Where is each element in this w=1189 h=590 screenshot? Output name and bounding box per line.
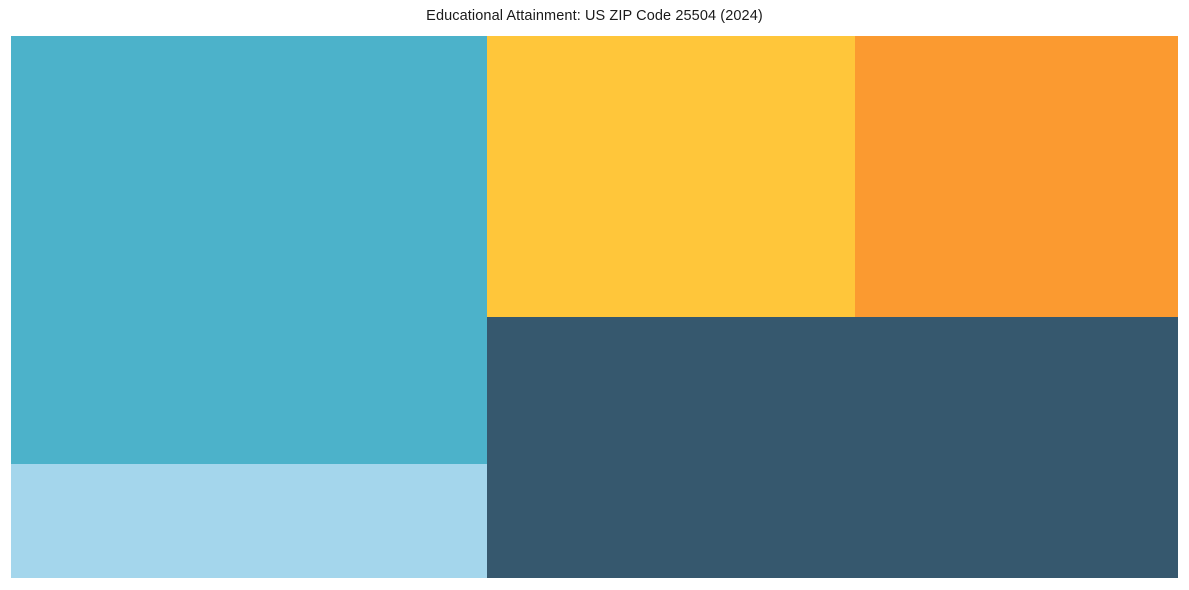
chart-title: Educational Attainment: US ZIP Code 2550… <box>426 8 763 24</box>
treemap-plot-area: Bachelor's degree Graduate or profession… <box>11 36 1178 578</box>
treemap-tile-high-school-graduate[interactable]: High school graduate (or equivalent) <box>486 316 1178 578</box>
treemap-tile-associate-degree[interactable]: Associate degree <box>854 36 1178 317</box>
treemap-tile-some-college-no-degree[interactable]: Some college, no degree <box>486 36 855 317</box>
treemap-tile-bachelors-degree[interactable]: Bachelor's degree <box>11 36 487 464</box>
treemap-tile-graduate-professional-degree[interactable]: Graduate or professional degree <box>11 464 487 578</box>
